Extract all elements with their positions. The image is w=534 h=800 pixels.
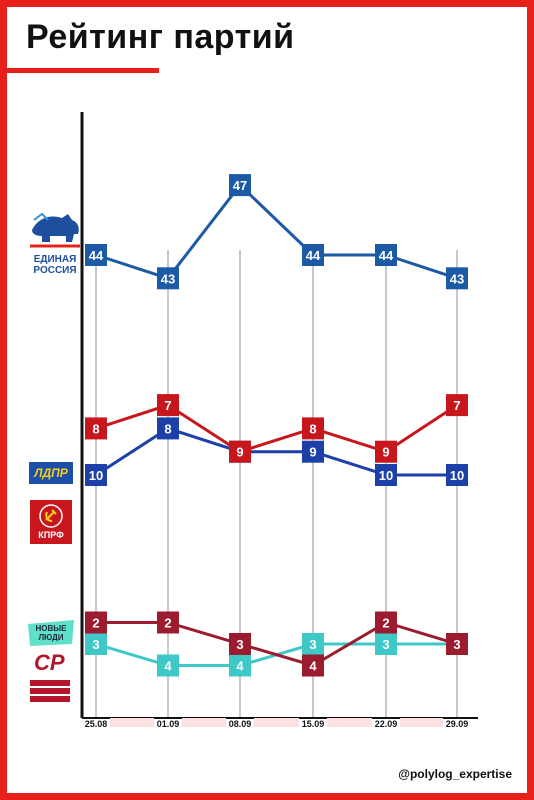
data-label-ldpr: 10	[89, 468, 103, 483]
data-label-er: 47	[233, 178, 247, 193]
data-point-sr	[375, 611, 397, 634]
x-tick-label: 08.09	[229, 719, 252, 729]
data-label-nl: 3	[309, 637, 316, 652]
data-point-kprf	[302, 417, 324, 440]
title-underline	[7, 68, 159, 73]
data-point-nl	[375, 633, 397, 655]
series-line-kprf	[95, 403, 458, 454]
data-point-kprf	[85, 417, 107, 440]
axis-highlight-band	[400, 718, 443, 727]
data-label-ldpr: 9	[309, 445, 316, 460]
data-point-sr	[446, 633, 468, 655]
x-tick-label: 01.09	[157, 719, 180, 729]
bear-icon	[30, 212, 80, 248]
data-label-sr: 2	[92, 616, 99, 631]
data-point-ldpr	[85, 464, 107, 486]
x-tick-label: 15.09	[302, 719, 325, 729]
data-point-sr	[302, 654, 324, 677]
series-line-sr	[96, 621, 458, 667]
data-label-kprf: 8	[309, 421, 316, 436]
sr-strip	[30, 680, 70, 686]
data-point-sr	[85, 611, 107, 634]
sr-strip	[30, 696, 70, 702]
data-point-er	[446, 267, 468, 290]
ldpr-logo: ЛДПР	[29, 462, 73, 484]
data-label-sr: 2	[382, 616, 389, 631]
data-point-kprf	[375, 440, 397, 463]
data-label-ldpr: 10	[379, 468, 393, 483]
axis-highlight-band	[254, 718, 299, 727]
data-point-kprf	[446, 394, 468, 417]
data-point-er	[85, 244, 107, 266]
axis-highlight-band	[182, 718, 226, 727]
x-tick-label: 25.08	[85, 719, 108, 729]
data-label-kprf: 8	[92, 421, 99, 436]
nl-label: НОВЫЕ ЛЮДИ	[35, 624, 67, 642]
data-point-ldpr	[446, 464, 468, 486]
data-label-er: 44	[306, 248, 321, 263]
axis-highlight-band	[327, 718, 372, 727]
data-label-er: 43	[161, 271, 175, 286]
data-point-nl	[302, 633, 324, 655]
data-label-er: 44	[89, 248, 104, 263]
data-label-er: 44	[379, 248, 394, 263]
data-label-er: 43	[450, 271, 464, 286]
data-point-nl	[229, 654, 251, 677]
series-line-er	[95, 183, 458, 280]
data-label-kprf: 9	[236, 445, 243, 460]
data-label-sr: 2	[164, 616, 171, 631]
data-point-kprf	[229, 440, 251, 463]
data-point-nl	[85, 633, 107, 655]
data-label-sr: 3	[236, 637, 243, 652]
sr-mark: СР	[34, 650, 65, 675]
data-label-nl: 3	[382, 637, 389, 652]
data-label-ldpr: 10	[450, 468, 464, 483]
page-title: Рейтинг партий	[26, 18, 295, 56]
data-label-nl: 3	[92, 637, 99, 652]
data-label-kprf: 7	[164, 398, 171, 413]
spravedlivaya-rossiya-logo: СР	[30, 650, 70, 706]
x-tick-label: 29.09	[446, 719, 469, 729]
data-point-er	[302, 244, 324, 266]
data-point-er	[157, 267, 179, 290]
data-point-sr	[229, 633, 251, 655]
hammer-sickle-icon	[39, 504, 63, 528]
series-line-ldpr	[95, 426, 457, 477]
edinaya-rossiya-logo: ЕДИНАЯ РОССИЯ	[24, 212, 86, 276]
data-point-ldpr	[302, 440, 324, 463]
data-point-sr	[157, 611, 179, 634]
data-label-kprf: 9	[382, 445, 389, 460]
data-label-kprf: 7	[453, 398, 460, 413]
data-point-er	[229, 174, 251, 197]
novye-lyudi-logo: НОВЫЕ ЛЮДИ	[26, 620, 76, 646]
data-label-ldpr: 8	[164, 421, 171, 436]
x-tick-label: 22.09	[375, 719, 398, 729]
kprf-label: КПРФ	[38, 530, 64, 540]
data-point-ldpr	[375, 464, 397, 486]
sr-strip	[30, 688, 70, 694]
data-point-ldpr	[157, 417, 179, 440]
er-label: ЕДИНАЯ РОССИЯ	[33, 254, 77, 276]
novye-lyudi-badge-icon	[28, 620, 74, 646]
author-credit: @polylog_expertise	[398, 767, 512, 781]
data-point-kprf	[157, 394, 179, 417]
kprf-logo: КПРФ	[30, 500, 72, 544]
data-label-sr: 4	[309, 659, 317, 674]
data-point-er	[375, 244, 397, 266]
axis-highlight-band	[110, 718, 154, 727]
data-label-nl: 4	[164, 659, 172, 674]
data-label-sr: 3	[453, 637, 460, 652]
data-label-nl: 4	[236, 659, 244, 674]
data-point-nl	[157, 654, 179, 677]
